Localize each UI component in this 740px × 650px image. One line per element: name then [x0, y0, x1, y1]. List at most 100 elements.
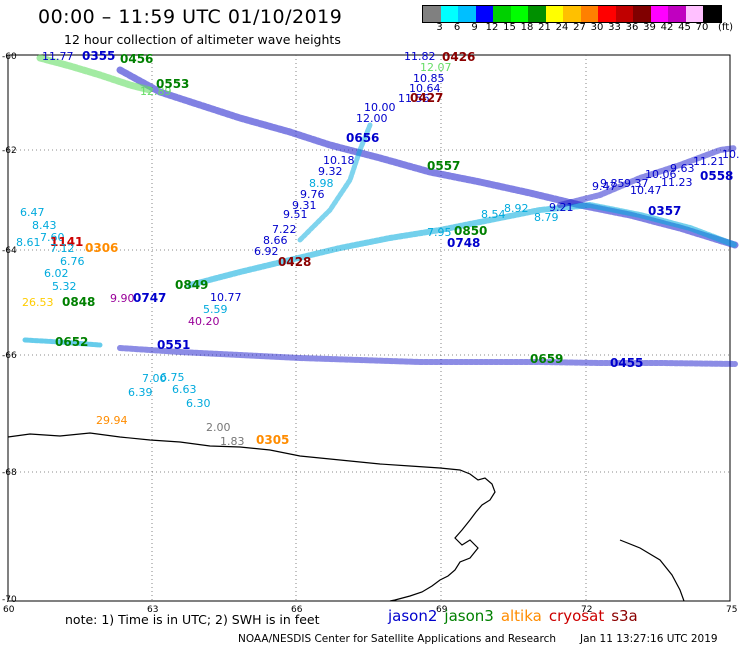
- wave-height-label: 8.66: [263, 234, 288, 247]
- wave-height-label: 9.90: [110, 292, 135, 305]
- color-scale-label: 30: [590, 22, 604, 33]
- legend-jason2: jason2: [388, 607, 438, 625]
- track-lightgreen-descending: [36, 54, 154, 94]
- wave-height-label: 10.47: [630, 184, 662, 197]
- wave-height-label: 8.43: [32, 219, 57, 232]
- wave-height-label: 8.79: [534, 211, 559, 224]
- legend-jason3: jason3: [444, 607, 494, 625]
- coastline: [7, 432, 496, 602]
- footer-credit: NOAA/NESDIS Center for Satellite Applica…: [238, 633, 556, 645]
- pass-time-label: 0553: [156, 77, 189, 91]
- pass-time-label: 0428: [278, 255, 311, 269]
- wave-height-label: 7.12: [50, 242, 75, 255]
- color-scale-label: 24: [555, 22, 569, 33]
- lat-label-70: -70: [2, 595, 17, 605]
- satellite-tracks: [22, 54, 739, 367]
- wave-height-label: 6.02: [44, 267, 69, 280]
- lon-label-60: 60: [3, 605, 15, 615]
- wave-height-label: 10.18: [323, 154, 355, 167]
- map-frame: [7, 54, 731, 602]
- pass-time-label: 0558: [700, 169, 733, 183]
- wave-height-label: 7.60: [40, 231, 65, 244]
- wave-height-label: 26.53: [22, 296, 54, 309]
- pass-time-label: 0849: [175, 278, 208, 292]
- color-scale-label: 18: [520, 22, 534, 33]
- wave-height-label: 9.32: [318, 165, 343, 178]
- pass-time-label: 0306: [85, 241, 118, 255]
- pass-time-label: 0426: [442, 50, 475, 64]
- pass-time-label: 0850: [454, 224, 487, 238]
- wave-height-label: 10.00: [364, 101, 396, 114]
- color-swatch: [440, 6, 458, 22]
- wave-height-label: 10.77: [210, 291, 242, 304]
- wave-height-label: 9.76: [300, 188, 325, 201]
- wave-height-label: 11.21: [693, 155, 725, 168]
- wave-height-label: 11.23: [661, 176, 693, 189]
- track-cyan-ascending: [187, 201, 738, 288]
- pass-time-label: 0557: [427, 159, 460, 173]
- wave-height-label: 6.63: [172, 383, 197, 396]
- color-swatch: [685, 6, 703, 22]
- color-scale-label: 70: [695, 22, 709, 33]
- lon-label-72: 72: [581, 605, 592, 615]
- lat-label-60: -60: [2, 52, 17, 62]
- pass-time-label: 1141: [50, 235, 83, 249]
- wave-height-label: 8.92: [504, 202, 529, 215]
- color-scale-label: 45: [678, 22, 691, 33]
- wave-height-label: 8.61: [16, 236, 41, 249]
- wave-height-label: 6.30: [186, 397, 211, 410]
- color-swatch: [458, 6, 476, 22]
- wave-height-label: 9.37: [624, 177, 649, 190]
- color-swatch: [633, 6, 651, 22]
- color-scale-label: 33: [608, 22, 621, 33]
- pass-time-label: 0551: [157, 338, 190, 352]
- wave-height-label: 9.31: [292, 199, 317, 212]
- wave-height-label: 5.59: [203, 303, 228, 316]
- lon-label-69: 69: [436, 605, 448, 615]
- footer-note: note: 1) Time is in UTC; 2) SWH is in fe…: [65, 612, 320, 627]
- wave-height-label: 6.76: [60, 255, 85, 268]
- wave-height-label: 7.22: [272, 223, 297, 236]
- lat-label-62: -62: [2, 146, 17, 156]
- wave-height-label: 7.00: [142, 372, 167, 385]
- pass-time-label: 0456: [120, 52, 153, 66]
- color-swatch: [475, 6, 493, 22]
- wave-height-label: 2.00: [206, 421, 231, 434]
- wave-height-label: 40.20: [188, 315, 220, 328]
- pass-time-label: 0427: [410, 91, 443, 105]
- wave-height-label: 8.54: [481, 208, 506, 221]
- wave-height-label: 11.56: [398, 92, 430, 105]
- color-swatch: [493, 6, 511, 22]
- pass-time-label: 0305: [256, 433, 289, 447]
- pass-time-label: 0355: [82, 49, 115, 63]
- pass-time-label: 0652: [55, 335, 88, 349]
- legend-altika: altika: [500, 607, 542, 625]
- wave-height-label: 1.83: [220, 435, 245, 448]
- wave-height-label: 9.63: [670, 162, 695, 175]
- wave-height-label: 8.98: [309, 177, 334, 190]
- lat-label-66: -66: [2, 351, 17, 361]
- pass-time-label: 0455: [610, 356, 643, 370]
- color-swatch: [668, 6, 686, 22]
- lon-label-63: 63: [147, 605, 158, 615]
- color-scale-label: 42: [660, 22, 674, 33]
- wave-height-label: 9.51: [283, 208, 308, 221]
- pass-time-label: 0659: [530, 352, 563, 366]
- observation-labels: 11.82 042612.0710.8510.6411.56042710.0012…: [16, 49, 740, 448]
- color-swatch: [510, 6, 528, 22]
- pass-time-label: 0748: [447, 236, 480, 250]
- color-swatch: [615, 6, 633, 22]
- wave-height-label: 6.39: [128, 386, 153, 399]
- color-swatch: [650, 6, 668, 22]
- satellite-legend: jason2 jason3 altika cryosat s3a: [388, 607, 645, 625]
- wave-height-label: 6.75: [160, 371, 185, 384]
- color-scale-label: 15: [503, 22, 516, 33]
- wave-height-label: 10.85: [413, 72, 445, 85]
- wave-height-label: 11.82: [404, 50, 436, 63]
- wave-height-label: 7.95: [427, 226, 452, 239]
- color-scale-labels: 3 6 9 12 15 18 21 24 27 30 33 36 39 42 45 70 (ft): [422, 22, 740, 36]
- track-mixed-66: [117, 345, 738, 367]
- color-swatch: [580, 6, 598, 22]
- wave-height-label: 9.47: [592, 180, 617, 193]
